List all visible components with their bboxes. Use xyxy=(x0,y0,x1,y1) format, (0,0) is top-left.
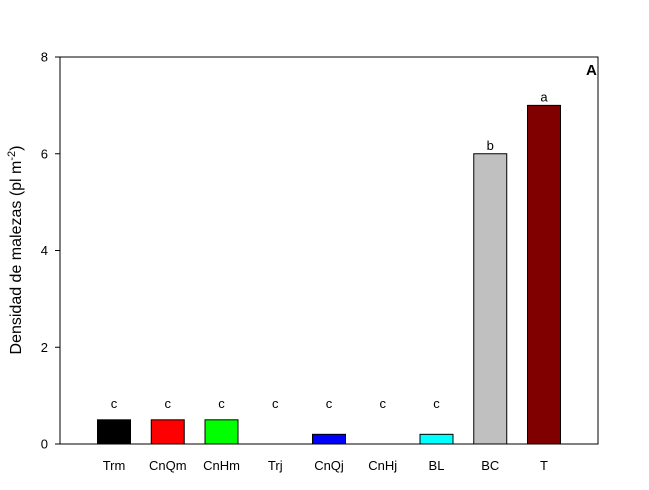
bars-group xyxy=(97,104,561,445)
x-tick-label-CnHm: CnHm xyxy=(203,458,240,473)
significance-letter-BC: b xyxy=(487,138,494,153)
bar-BC xyxy=(473,153,508,445)
bar-Trm xyxy=(97,419,131,445)
y-tick-label: 6 xyxy=(41,146,48,161)
y-tick-label: 2 xyxy=(41,340,48,355)
significance-letter-CnHj: c xyxy=(380,396,387,411)
y-axis-label-tail: ) xyxy=(8,146,25,151)
x-tick-label-T: T xyxy=(540,458,548,473)
bar-CnHm xyxy=(204,419,239,445)
significance-letter-Trm: c xyxy=(111,396,118,411)
x-tick-label-CnHj: CnHj xyxy=(368,458,397,473)
y-axis-ticks: 0 2 4 6 8 xyxy=(41,50,60,452)
y-axis-label: Densidad de malezas (pl m-2) xyxy=(6,146,25,355)
x-axis-ticks: Trm CnQm CnHm Trj CnQj CnHj BL BC T xyxy=(103,458,548,473)
x-tick-label-CnQj: CnQj xyxy=(314,458,344,473)
significance-letter-CnQj: c xyxy=(326,396,333,411)
bar-T xyxy=(527,104,561,445)
x-tick-label-Trm: Trm xyxy=(103,458,126,473)
bar-CnQm xyxy=(150,419,185,445)
significance-letters-group: c c c c c c c b a xyxy=(111,89,549,411)
significance-letter-BL: c xyxy=(433,396,440,411)
plot-frame xyxy=(59,56,599,445)
x-tick-label-CnQm: CnQm xyxy=(149,458,187,473)
y-tick-label: 8 xyxy=(41,50,48,65)
y-tick-label: 4 xyxy=(41,243,48,258)
significance-letter-Trj: c xyxy=(272,396,279,411)
significance-letter-T: a xyxy=(540,89,548,104)
x-tick-label-BL: BL xyxy=(429,458,445,473)
x-tick-label-Trj: Trj xyxy=(268,458,283,473)
panel-label: A xyxy=(586,62,597,79)
y-tick-label: 0 xyxy=(41,437,48,452)
significance-letter-CnQm: c xyxy=(165,396,172,411)
y-axis-label-main: Densidad de malezas (pl m xyxy=(8,161,25,355)
bar-BL xyxy=(419,433,454,445)
bar-CnQj xyxy=(312,433,346,445)
y-axis-label-superscript: -2 xyxy=(6,151,18,161)
significance-letter-CnHm: c xyxy=(218,396,225,411)
x-tick-label-BC: BC xyxy=(481,458,499,473)
